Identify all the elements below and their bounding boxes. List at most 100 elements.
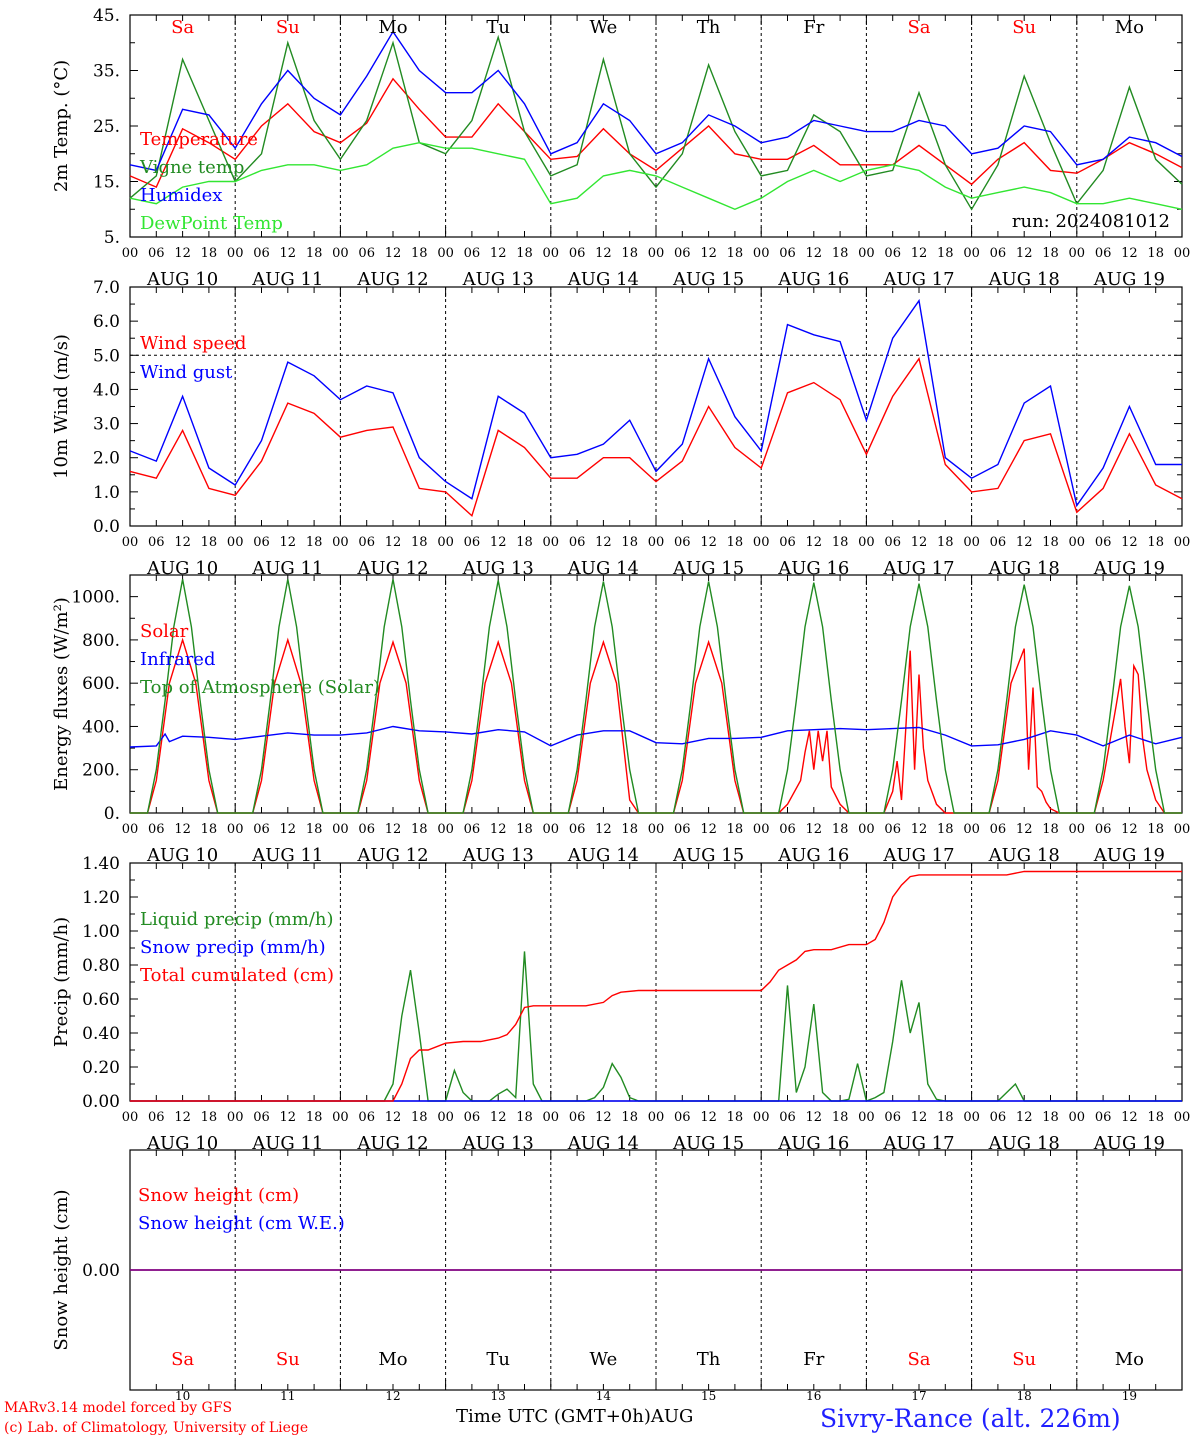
precip-hour-label: 06 [148, 1110, 165, 1125]
snow-legend-entry: Snow height (cm) [138, 1185, 299, 1206]
snow-day-number: 11 [280, 1389, 295, 1403]
temp-hour-label: 12 [911, 246, 928, 261]
temp-legend-entry: Humidex [140, 185, 222, 206]
temp-series-0 [129, 77, 1183, 189]
temp-date-label: AUG 13 [462, 269, 534, 290]
energy-date-label: AUG 13 [462, 845, 534, 866]
energy-hour-label: 00 [332, 822, 349, 837]
wind-legend-entry: Wind gust [140, 362, 233, 383]
temp-hour-label: 18 [727, 246, 744, 261]
snow-day-name: Fr [803, 1349, 824, 1370]
energy-hour-label: 12 [385, 822, 402, 837]
wind-hour-label: 12 [595, 535, 612, 550]
wind-date-label: AUG 16 [777, 558, 849, 579]
precip-hour-label: 06 [569, 1110, 586, 1125]
temp-hour-label: 00 [543, 246, 560, 261]
temp-date-label: AUG 18 [988, 269, 1060, 290]
energy-ytick-label: 200. [82, 761, 120, 781]
precip-hour-label: 06 [779, 1110, 796, 1125]
energy-hour-label: 06 [569, 822, 586, 837]
temp-day-name: Sa [171, 17, 194, 38]
wind-ylabel: 10m Wind (m/s) [51, 334, 72, 479]
precip-hour-label: 00 [543, 1110, 560, 1125]
wind-hour-label: 18 [306, 535, 323, 550]
precip-date-label: AUG 10 [146, 1133, 218, 1154]
precip-hour-label: 12 [1121, 1110, 1138, 1125]
precip-hour-label: 00 [1069, 1110, 1086, 1125]
temp-date-label: AUG 12 [356, 269, 428, 290]
temp-hour-label: 18 [937, 246, 954, 261]
precip-hour-label: 06 [1095, 1110, 1112, 1125]
snow-day-number: 12 [385, 1389, 400, 1403]
energy-hour-label: 00 [858, 822, 875, 837]
temp-date-label: AUG 11 [251, 269, 323, 290]
wind-hour-label: 12 [700, 535, 717, 550]
snow-day-number: 15 [701, 1389, 716, 1403]
precip-hour-label: 12 [174, 1110, 191, 1125]
energy-hour-label: 12 [1121, 822, 1138, 837]
wind-hour-label: 06 [1095, 535, 1112, 550]
energy-series-2 [130, 579, 1182, 814]
energy-hour-label: 18 [832, 822, 849, 837]
energy-legend-entry: Top of Atmosphere (Solar) [140, 677, 380, 698]
energy-hour-label: 18 [306, 822, 323, 837]
wind-hour-label: 00 [753, 535, 770, 550]
energy-hour-label: 12 [911, 822, 928, 837]
snow-ylabel: Snow height (cm) [51, 1189, 72, 1350]
energy-date-label: AUG 10 [146, 845, 218, 866]
energy-series-1 [129, 725, 1183, 748]
wind-hour-label: 12 [911, 535, 928, 550]
wind-hour-label: 18 [937, 535, 954, 550]
temp-hour-label: 12 [806, 246, 823, 261]
precip-hour-label: 06 [253, 1110, 270, 1125]
wind-date-label: AUG 10 [146, 558, 218, 579]
wind-ytick-label: 1.0 [93, 483, 120, 503]
snow-day-name: We [590, 1349, 618, 1370]
energy-hour-label: 06 [253, 822, 270, 837]
temp-hour-label: 12 [1016, 246, 1033, 261]
snow-day-name: Mo [378, 1349, 407, 1370]
energy-hour-label: 12 [806, 822, 823, 837]
precip-hour-label: 06 [674, 1110, 691, 1125]
wind-hour-label: 06 [464, 535, 481, 550]
precip-hour-label: 12 [1016, 1110, 1033, 1125]
snow-legend-entry: Snow height (cm W.E.) [138, 1213, 345, 1234]
temp-hour-label: 18 [411, 246, 428, 261]
temp-day-name: Mo [1115, 17, 1144, 38]
energy-date-label: AUG 15 [672, 845, 744, 866]
temp-hour-label: 06 [253, 246, 270, 261]
wind-hour-label: 18 [621, 535, 638, 550]
precip-hour-label: 18 [516, 1110, 533, 1125]
precip-date-label: AUG 11 [251, 1133, 323, 1154]
wind-date-label: AUG 11 [251, 558, 323, 579]
precip-ytick-label: 1.00 [82, 922, 120, 942]
wind-hour-label: 00 [963, 535, 980, 550]
precip-hour-label: 00 [227, 1110, 244, 1125]
energy-hour-label: 00 [543, 822, 560, 837]
temp-legend-entry: DewPoint Temp [140, 213, 283, 234]
wind-hour-label: 06 [358, 535, 375, 550]
precip-legend-entry: Total cumulated (cm) [140, 965, 334, 986]
wind-date-label: AUG 18 [988, 558, 1060, 579]
precip-hour-label: 12 [595, 1110, 612, 1125]
snow-day-name: Tu [486, 1349, 510, 1370]
wind-ytick-label: 3.0 [93, 415, 120, 435]
temp-hour-label: 06 [990, 246, 1007, 261]
wind-frame [129, 286, 1183, 527]
snow-day-name: Su [1012, 1349, 1036, 1370]
precip-hour-label: 00 [963, 1110, 980, 1125]
precip-hour-label: 18 [937, 1110, 954, 1125]
wind-hour-label: 12 [174, 535, 191, 550]
precip-ytick-label: 1.40 [82, 854, 120, 874]
precip-hour-label: 12 [385, 1110, 402, 1125]
wind-hour-label: 06 [884, 535, 901, 550]
precip-ylabel: Precip (mm/h) [51, 917, 72, 1047]
wind-date-label: AUG 13 [462, 558, 534, 579]
precip-ytick-label: 0.00 [82, 1092, 120, 1112]
energy-hour-label: 18 [201, 822, 218, 837]
snow-day-number: 10 [175, 1389, 190, 1403]
temp-hour-label: 12 [490, 246, 507, 261]
energy-hour-label: 12 [1016, 822, 1033, 837]
energy-date-label: AUG 18 [988, 845, 1060, 866]
precip-date-label: AUG 15 [672, 1133, 744, 1154]
